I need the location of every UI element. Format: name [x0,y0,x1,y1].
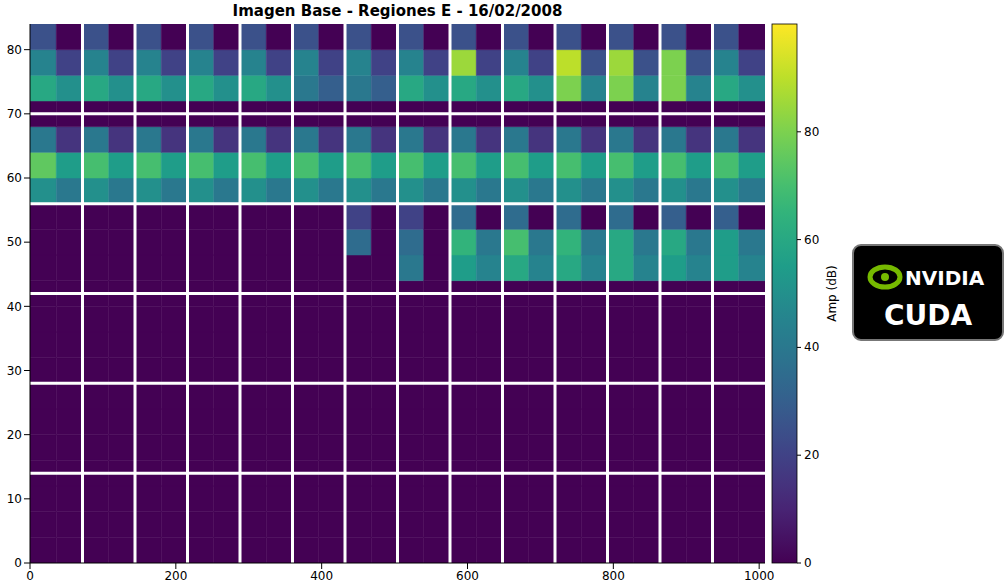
svg-text:50: 50 [7,235,22,249]
svg-text:600: 600 [456,569,479,583]
svg-text:70: 70 [7,107,22,121]
svg-text:800: 800 [602,569,625,583]
svg-text:400: 400 [310,569,333,583]
svg-text:60: 60 [7,171,22,185]
svg-text:80: 80 [804,125,819,139]
svg-text:0: 0 [804,556,812,570]
svg-text:0: 0 [14,556,22,570]
html-text:Imagen Base - Regiones E - 16/: Imagen Base - Regiones E - 16/02/2008 [232,2,563,20]
svg-text:NVIDIA: NVIDIA [905,266,985,290]
svg-text:40: 40 [7,300,22,314]
svg-text:20: 20 [804,448,819,462]
svg-text:30: 30 [7,364,22,378]
svg-text:200: 200 [164,569,187,583]
svg-text:10: 10 [7,492,22,506]
svg-text:CUDA: CUDA [884,299,973,332]
svg-text:Amp (dB): Amp (dB) [825,265,839,322]
svg-text:80: 80 [7,43,22,57]
svg-text:1000: 1000 [744,569,775,583]
svg-text:20: 20 [7,428,22,442]
svg-text:60: 60 [804,233,819,247]
svg-text:0: 0 [26,569,34,583]
svg-text:40: 40 [804,340,819,354]
